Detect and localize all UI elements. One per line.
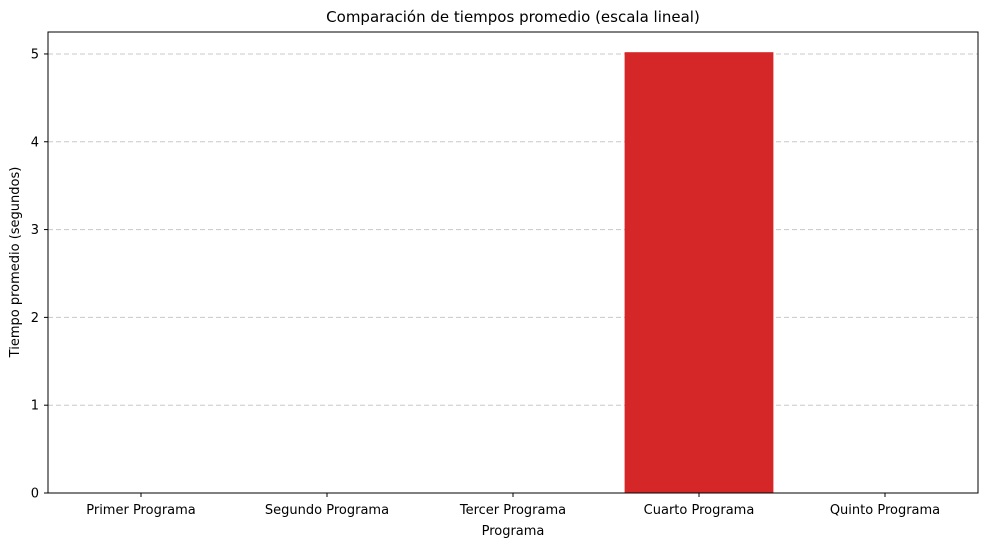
x-axis-ticks: Primer Programa Segundo Programa Tercer Pr… [86, 493, 940, 518]
y-tick-label: 1 [31, 399, 39, 414]
y-tick-label: 0 [31, 487, 39, 502]
y-tick-label: 5 [31, 47, 39, 62]
y-tick-label: 3 [31, 223, 39, 238]
y-tick-label: 2 [31, 311, 39, 326]
plot-frame [48, 32, 978, 493]
x-tick-label: Segundo Programa [265, 503, 389, 518]
x-tick-label: Cuarto Programa [644, 503, 755, 518]
y-axis-ticks: 0 1 2 3 4 5 [31, 47, 48, 501]
x-tick-label: Tercer Programa [459, 503, 566, 518]
gridlines [48, 54, 978, 405]
x-tick-label: Primer Programa [86, 503, 196, 518]
chart-title: Comparación de tiempos promedio (escala … [326, 8, 700, 26]
y-tick-label: 4 [31, 135, 39, 150]
y-axis-label: Tiempo promedio (segundos) [8, 167, 23, 359]
bars [67, 52, 960, 493]
bar-4 [625, 52, 774, 493]
x-tick-label: Quinto Programa [830, 503, 940, 518]
x-axis-label: Programa [482, 524, 545, 539]
